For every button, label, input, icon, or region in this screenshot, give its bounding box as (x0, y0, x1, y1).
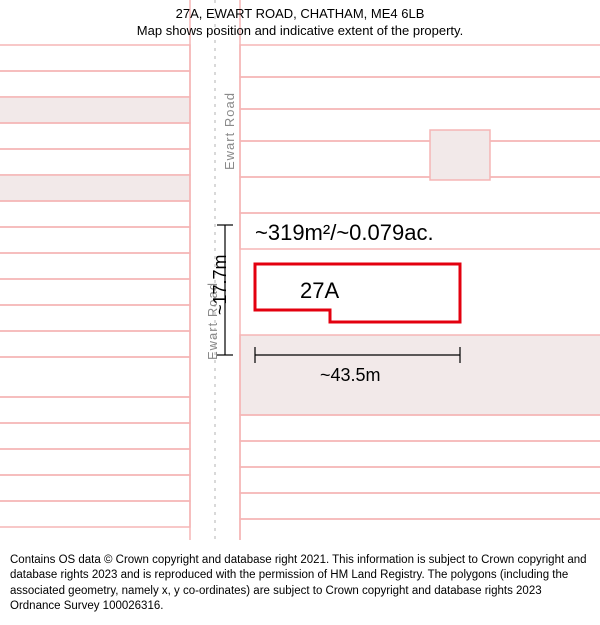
width-measurement-label: ~43.5m (320, 365, 381, 386)
height-measurement-label: ~17.7m (210, 254, 231, 315)
page-title: 27A, EWART ROAD, CHATHAM, ME4 6LB (10, 6, 590, 23)
road-name-main: Ewart Road (222, 92, 237, 170)
property-map (0, 0, 600, 540)
property-number-label: 27A (300, 278, 339, 304)
area-measurement-label: ~319m²/~0.079ac. (255, 220, 434, 246)
copyright-footer: Contains OS data © Crown copyright and d… (0, 547, 600, 625)
page-subtitle: Map shows position and indicative extent… (10, 23, 590, 40)
header: 27A, EWART ROAD, CHATHAM, ME4 6LB Map sh… (0, 0, 600, 46)
